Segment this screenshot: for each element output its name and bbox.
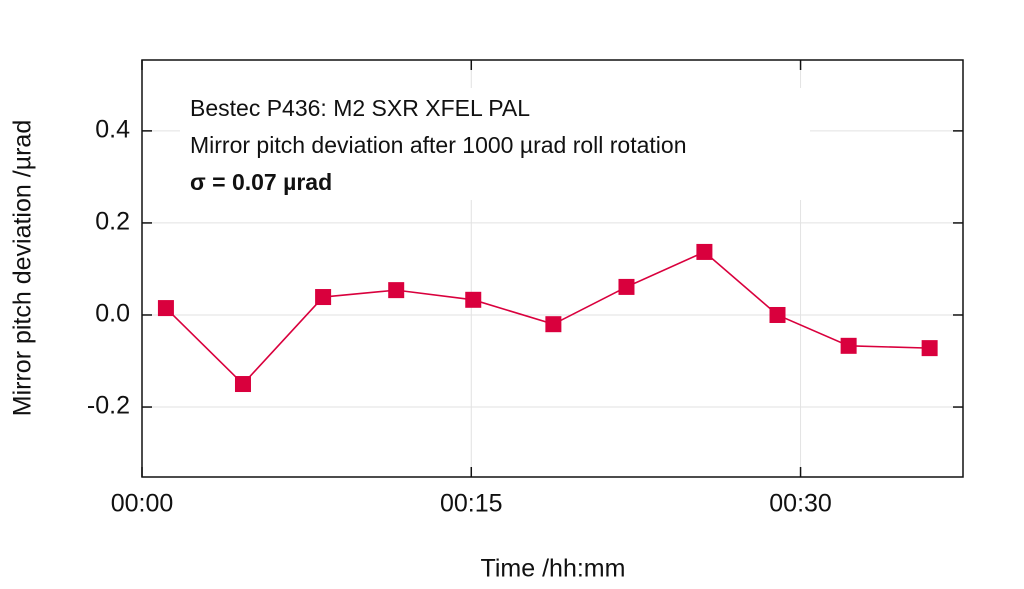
annotation: Mirror pitch deviation after 1000 µrad r…: [190, 132, 687, 158]
annotation: σ = 0.07 µrad: [190, 169, 332, 195]
plot-frame: [141, 59, 964, 478]
data-point: [769, 306, 786, 323]
data-point: [618, 278, 635, 295]
y-tick-label: 0.2: [95, 208, 130, 236]
y-tick-label: 0.4: [95, 115, 130, 143]
data-point: [388, 282, 405, 299]
annotation: Bestec P436: M2 SXR XFEL PAL: [190, 95, 530, 121]
x-tick-label: 00:00: [111, 490, 174, 518]
data-point: [840, 337, 857, 354]
y-tick-label: 0.0: [95, 300, 130, 328]
y-axis-label: Mirror pitch deviation /µrad: [9, 120, 37, 416]
data-point: [315, 289, 332, 306]
data-point: [545, 316, 562, 333]
data-point: [157, 300, 174, 317]
data-point: [921, 340, 938, 357]
data-point: [696, 243, 713, 260]
data-point: [234, 376, 251, 393]
x-axis-label: Time /hh:mm: [481, 555, 626, 583]
x-tick-label: 00:30: [769, 490, 832, 518]
data-point: [465, 291, 482, 308]
y-tick-label: -0.2: [87, 392, 130, 420]
x-tick-label: 00:15: [440, 490, 503, 518]
annotation-box: [180, 88, 810, 200]
